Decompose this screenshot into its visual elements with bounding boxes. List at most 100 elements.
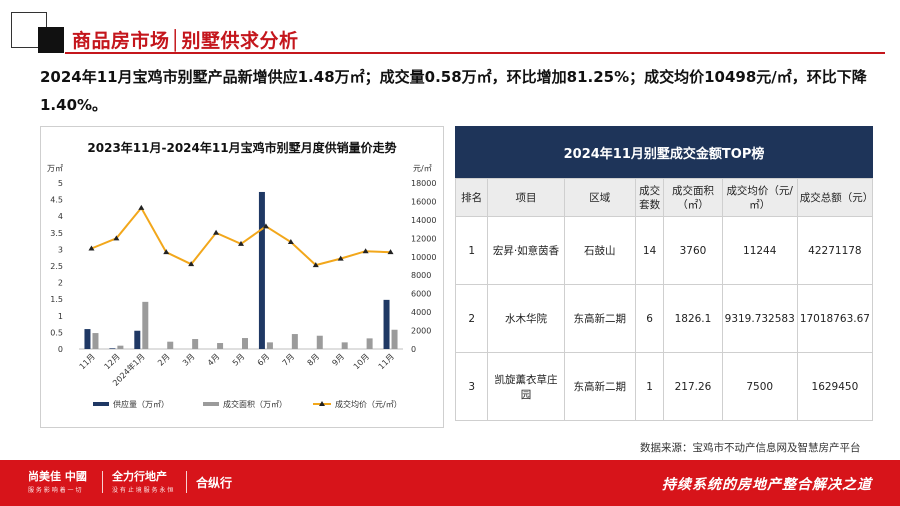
cell: 1629450	[796, 352, 874, 421]
legend-supply-swatch	[93, 402, 109, 406]
supply-bar	[134, 330, 141, 349]
header-solid-square	[38, 27, 64, 53]
cell: 凯旋薰衣草庄园	[487, 352, 565, 421]
deal-area-bar	[316, 335, 323, 349]
col-deal-area: 成交面积（㎡）	[663, 178, 723, 217]
col-avg-price: 成交均价（元/㎡）	[721, 178, 798, 217]
right-tick-label: 10000	[411, 253, 436, 262]
table-row: 3 凯旋薰衣草庄园 东高新二期 1 217.26 7500 1629450	[454, 352, 874, 421]
col-units: 成交套数	[634, 178, 665, 217]
deal-area-bar	[242, 338, 248, 349]
page-title: 商品房市场│别墅供求分析	[72, 30, 299, 52]
left-tick-label: 1.5	[50, 295, 63, 304]
left-tick-label: 3	[58, 245, 63, 254]
avg-price-point	[362, 248, 369, 254]
left-tick-label: 0	[58, 345, 63, 354]
legend-price-label: 成交均价（元/㎡）	[335, 399, 402, 409]
x-tick-label: 2月	[156, 352, 172, 368]
col-total: 成交总额（元）	[796, 178, 873, 217]
avg-price-point	[337, 255, 344, 261]
supply-bar	[109, 348, 116, 349]
left-tick-label: 4	[58, 212, 63, 221]
right-tick-label: 16000	[411, 197, 436, 206]
avg-price-line	[91, 206, 391, 267]
x-tick-label: 8月	[306, 352, 322, 368]
brand-separator	[186, 471, 187, 493]
cell: 东高新二期	[563, 352, 636, 421]
right-tick-label: 2000	[411, 327, 431, 336]
cell: 11244	[721, 216, 798, 285]
x-tick-label: 9月	[330, 352, 346, 368]
supply-bar	[84, 329, 91, 349]
right-tick-label: 18000	[411, 179, 436, 188]
x-tick-label: 12月	[103, 352, 122, 371]
deal-area-bar	[217, 343, 224, 349]
cell: 石鼓山	[563, 216, 636, 285]
cell: 42271178	[796, 216, 874, 285]
deal-area-bar	[117, 345, 124, 349]
left-tick-label: 2	[58, 279, 63, 288]
avg-price-point	[287, 239, 294, 245]
deal-area-bar	[266, 342, 273, 349]
chart-panel: 2023年11月-2024年11月宝鸡市别墅月度供销量价走势 万㎡ 元/㎡ 0 0.5…	[40, 126, 444, 428]
footer-slogan: 持续系统的房地产整合解决之道	[662, 477, 872, 493]
x-tick-label: 4月	[206, 352, 222, 368]
header-divider	[65, 52, 885, 54]
deal-area-bar	[391, 329, 398, 349]
deal-area-bar	[341, 342, 348, 349]
left-tick-label: 0.5	[50, 328, 63, 337]
left-tick-label: 4.5	[50, 196, 63, 205]
brand-quanlixing: 全力行地产	[112, 470, 167, 483]
cell: 7500	[721, 352, 798, 421]
chart-title: 2023年11月-2024年11月宝鸡市别墅月度供销量价走势	[87, 141, 397, 155]
supply-bar	[383, 299, 390, 349]
left-axis-unit: 万㎡	[47, 164, 63, 173]
brand-separator	[102, 471, 103, 493]
legend-price-marker	[319, 401, 325, 406]
x-tick-label: 11月	[78, 352, 97, 371]
x-tick-label: 10月	[352, 352, 371, 371]
deal-area-bar	[366, 338, 373, 349]
avg-price-point	[138, 204, 145, 210]
right-tick-label: 6000	[411, 290, 431, 299]
avg-price-point	[213, 229, 220, 235]
avg-price-point	[113, 235, 120, 241]
avg-price-point	[262, 223, 269, 229]
deal-area-bar	[142, 301, 149, 349]
avg-price-point	[188, 261, 195, 267]
col-area: 区域	[563, 178, 636, 217]
brand-hezongxing: 合纵行	[196, 476, 233, 490]
brand-quanlixing-tagline: 没 有 止 境 服 务 永 恒	[112, 487, 174, 494]
left-tick-label: 5	[58, 179, 63, 188]
cell: 6	[634, 284, 665, 353]
cell: 3760	[663, 216, 723, 285]
avg-price-point	[312, 262, 319, 268]
cell: 3	[454, 352, 489, 421]
deal-area-bar	[291, 334, 298, 349]
cell: 2	[454, 284, 489, 353]
cell: 217.26	[663, 352, 723, 421]
avg-price-point	[88, 245, 95, 251]
top-list-panel: 2024年11月别墅成交金额TOP榜 排名 项目 区域 成交套数 成交面积（㎡）…	[454, 126, 874, 428]
cell: 宏昇·如意茵香	[487, 216, 565, 285]
supply-bar	[258, 191, 265, 349]
brand-shangmeijia: 尚美佳 中國	[28, 470, 87, 483]
avg-price-point	[387, 249, 394, 255]
legend-deal-label: 成交面积（万㎡）	[223, 399, 287, 409]
data-source-note: 数据来源：宝鸡市不动产信息网及智慧房产平台	[640, 442, 861, 454]
right-axis-unit: 元/㎡	[413, 164, 432, 173]
cell: 14	[634, 216, 665, 285]
x-tick-label: 7月	[281, 352, 297, 368]
legend-deal-swatch	[203, 402, 219, 406]
right-tick-label: 0	[411, 345, 416, 354]
cell: 1	[454, 216, 489, 285]
cell: 东高新二期	[563, 284, 636, 353]
brand-shangmeijia-tagline: 服 务 影 响 着 一 切	[28, 487, 82, 494]
x-tick-label: 6月	[256, 352, 272, 368]
legend-supply-label: 供应量（万㎡）	[113, 399, 169, 409]
table-header-row: 排名 项目 区域 成交套数 成交面积（㎡） 成交均价（元/㎡） 成交总额（元）	[454, 178, 873, 217]
cell: 水木华院	[487, 284, 565, 353]
deal-area-bar	[167, 341, 174, 349]
x-tick-label: 11月	[377, 352, 396, 371]
col-project: 项目	[487, 178, 565, 217]
